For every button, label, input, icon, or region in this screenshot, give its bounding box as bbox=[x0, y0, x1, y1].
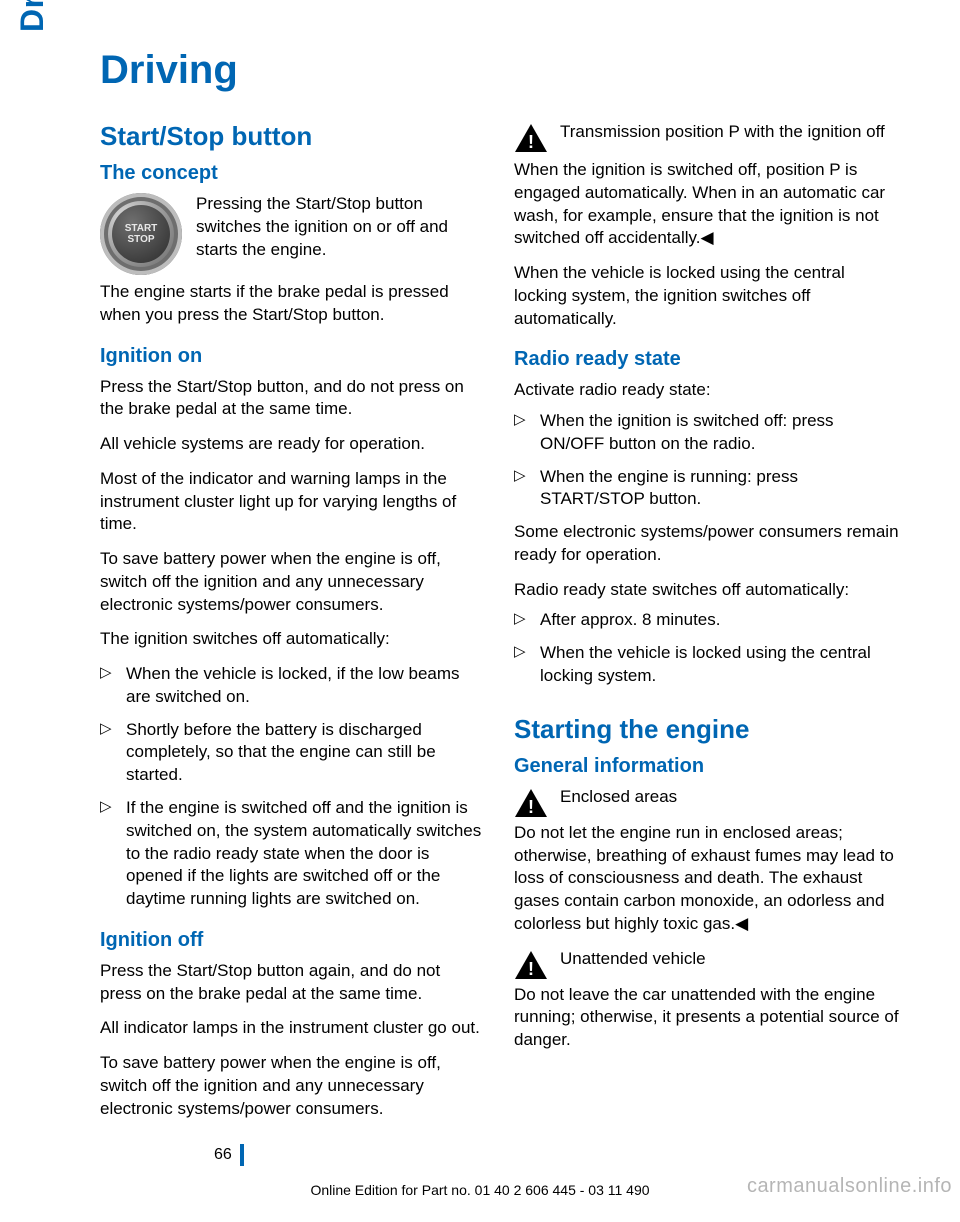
icon-label-stop: STOP bbox=[127, 234, 154, 245]
warning-title: Enclosed areas bbox=[560, 786, 677, 809]
list-item: When the engine is running: press START/… bbox=[514, 466, 900, 512]
footer-edition-line: Online Edition for Part no. 01 40 2 606 … bbox=[310, 1182, 649, 1198]
heading-general-info: General information bbox=[514, 755, 900, 778]
right-column: ! Transmission position P with the ignit… bbox=[514, 121, 900, 1132]
watermark: carmanualsonline.info bbox=[747, 1175, 952, 1198]
concept-p2: The engine starts if the brake pedal is … bbox=[100, 281, 486, 327]
ign-off-p2: All indicator lamps in the instrument cl… bbox=[100, 1017, 486, 1040]
heading-start-stop: Start/Stop button bbox=[100, 121, 486, 152]
page-title: Driving bbox=[100, 48, 900, 93]
page-number: 66 bbox=[214, 1146, 232, 1164]
start-stop-button-inner: START STOP bbox=[112, 205, 170, 263]
svg-text:!: ! bbox=[528, 797, 534, 817]
ign-on-p4: To save battery power when the engine is… bbox=[100, 548, 486, 616]
radio-p3: Radio ready state switches off automatic… bbox=[514, 579, 900, 602]
heading-starting-engine: Starting the engine bbox=[514, 714, 900, 745]
ign-on-p1: Press the Start/Stop button, and do not … bbox=[100, 376, 486, 422]
lock-paragraph: When the vehicle is locked using the cen… bbox=[514, 262, 900, 330]
warning-enclosed: ! Enclosed areas Do not let the engine r… bbox=[514, 786, 900, 936]
list-item: When the ignition is switched off: press… bbox=[514, 410, 900, 456]
list-item: When the vehicle is locked, if the low b… bbox=[100, 663, 486, 709]
heading-ignition-on: Ignition on bbox=[100, 345, 486, 368]
radio-p1: Activate radio ready state: bbox=[514, 379, 900, 402]
svg-text:!: ! bbox=[528, 959, 534, 979]
ign-on-p3: Most of the indicator and warning lamps … bbox=[100, 468, 486, 536]
warning-title: Transmission position P with the ignitio… bbox=[560, 121, 885, 144]
list-item: If the engine is switched off and the ig… bbox=[100, 797, 486, 911]
heading-radio-ready: Radio ready state bbox=[514, 348, 900, 371]
warning-title: Unattended vehicle bbox=[560, 948, 706, 971]
svg-text:!: ! bbox=[528, 132, 534, 152]
warning-body: Do not let the engine run in enclosed ar… bbox=[514, 822, 900, 936]
side-tab-label: Driving bbox=[14, 0, 51, 32]
warning-icon: ! bbox=[514, 788, 548, 818]
heading-concept: The concept bbox=[100, 162, 486, 185]
warning-icon: ! bbox=[514, 950, 548, 980]
heading-ignition-off: Ignition off bbox=[100, 929, 486, 952]
ign-on-p2: All vehicle systems are ready for operat… bbox=[100, 433, 486, 456]
radio-p2: Some electronic systems/power consumers … bbox=[514, 521, 900, 567]
ign-off-p1: Press the Start/Stop button again, and d… bbox=[100, 960, 486, 1006]
page-number-bar bbox=[240, 1144, 244, 1166]
concept-row: START STOP Pressing the Start/Stop butto… bbox=[100, 193, 486, 275]
radio-list-1: When the ignition is switched off: press… bbox=[514, 410, 900, 511]
two-column-layout: Start/Stop button The concept START STOP… bbox=[100, 121, 900, 1132]
radio-list-2: After approx. 8 minutes. When the vehicl… bbox=[514, 609, 900, 687]
warning-body: When the ignition is switched off, posit… bbox=[514, 159, 900, 250]
warning-transmission: ! Transmission position P with the ignit… bbox=[514, 121, 900, 250]
warning-icon: ! bbox=[514, 123, 548, 153]
start-stop-button-icon: START STOP bbox=[100, 193, 182, 275]
page-number-wrap: 66 bbox=[214, 1144, 244, 1166]
warning-body: Do not leave the car unattended with the… bbox=[514, 984, 900, 1052]
warning-unattended: ! Unattended vehicle Do not leave the ca… bbox=[514, 948, 900, 1052]
list-item: After approx. 8 minutes. bbox=[514, 609, 900, 632]
page-content: Driving Start/Stop button The concept ST… bbox=[100, 48, 900, 1132]
left-column: Start/Stop button The concept START STOP… bbox=[100, 121, 486, 1132]
concept-p1: Pressing the Start/Stop button switches … bbox=[196, 193, 486, 261]
ign-off-p3: To save battery power when the engine is… bbox=[100, 1052, 486, 1120]
icon-label-start: START bbox=[125, 223, 158, 234]
list-item: Shortly before the battery is discharged… bbox=[100, 719, 486, 787]
ign-on-p5: The ignition switches off automatically: bbox=[100, 628, 486, 651]
list-item: When the vehicle is locked using the cen… bbox=[514, 642, 900, 688]
ign-on-list: When the vehicle is locked, if the low b… bbox=[100, 663, 486, 911]
